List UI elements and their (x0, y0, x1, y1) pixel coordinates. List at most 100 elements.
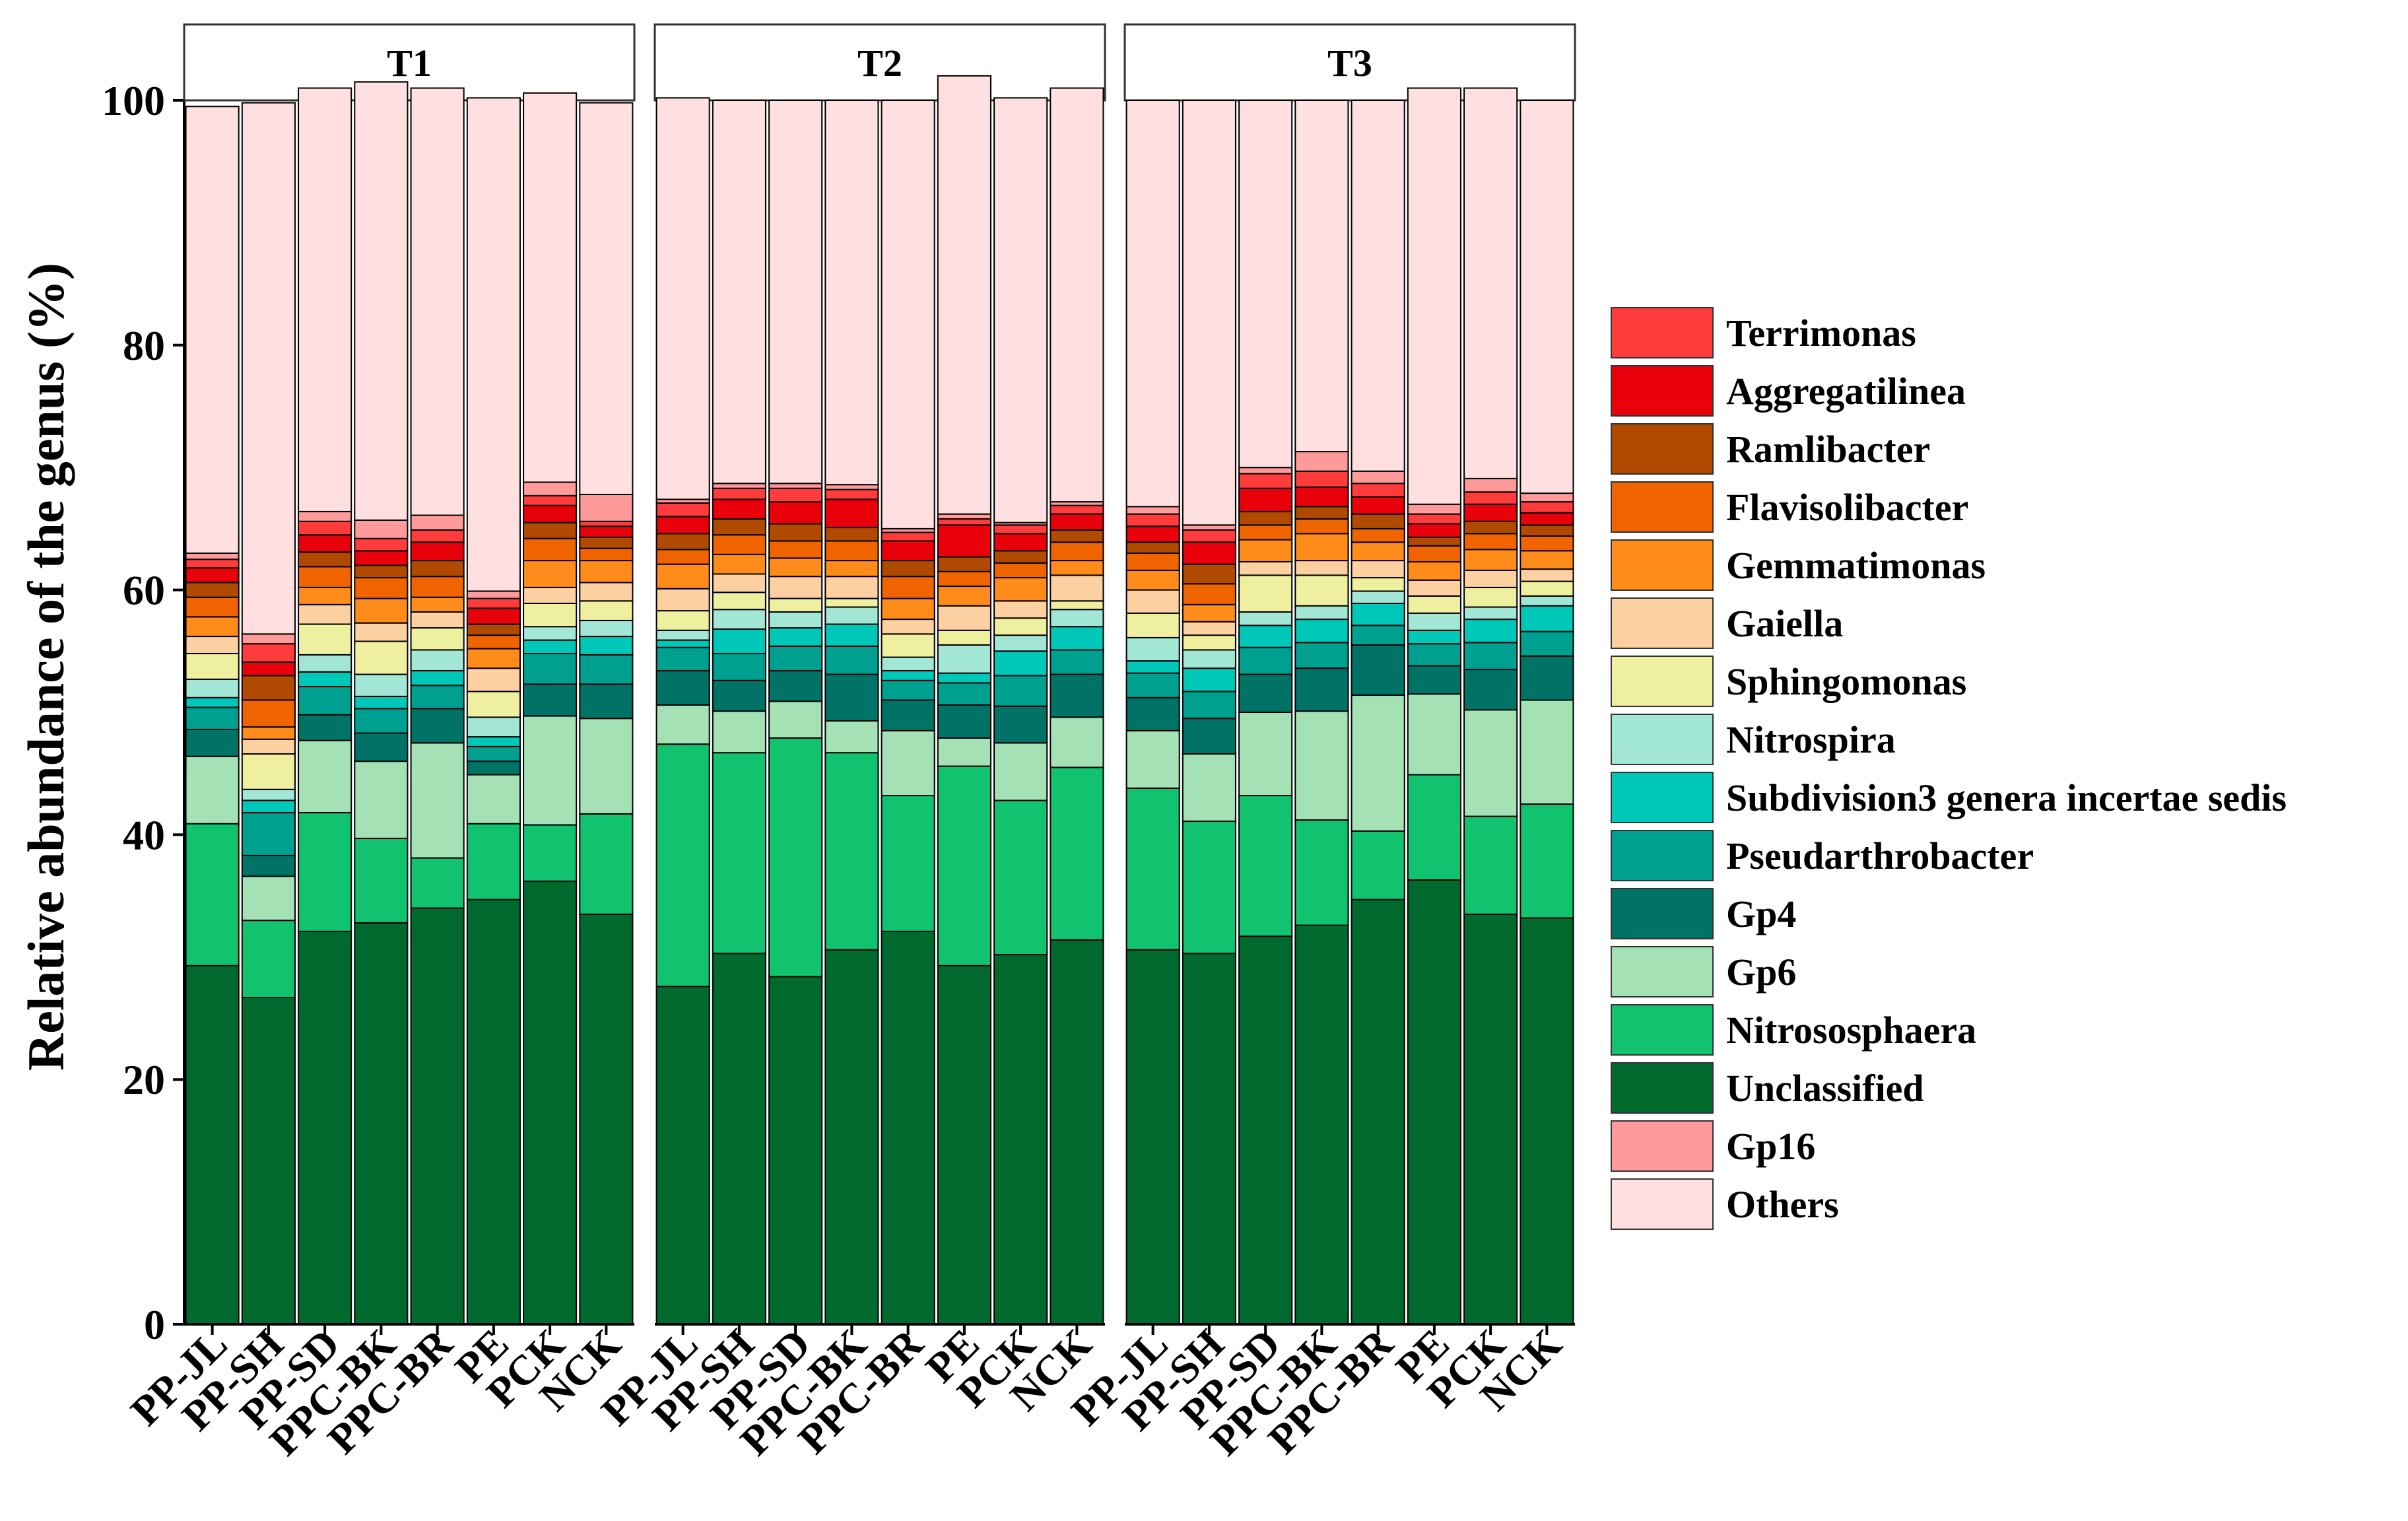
bar-segment-sphingomonas (1407, 595, 1461, 614)
bar-segment-unclassified (1407, 879, 1461, 1326)
bar-segment-nitrospira (1238, 611, 1293, 626)
bar-segment-others (881, 100, 935, 529)
bar-segment-terrimonas (993, 524, 1048, 535)
bar-segment-flavisolibacter (1125, 552, 1180, 571)
legend-item: Gp6 (1611, 946, 1796, 997)
bar-segment-subdivision3-genera-incertae-sedis (1294, 619, 1349, 644)
legend-label: Flavisolibacter (1726, 486, 1968, 529)
bar-segment-flavisolibacter (1407, 545, 1461, 562)
bar-segment-gp16 (1294, 451, 1349, 472)
bar-segment-sphingomonas (1238, 574, 1293, 613)
legend-item: Unclassified (1611, 1062, 1924, 1114)
bar-segment-nitrospira (712, 609, 766, 630)
legend-item: Pseudarthrobacter (1611, 830, 2034, 881)
bar-segment-pseudarthrobacter (712, 653, 766, 681)
bar-segment-nitrospira (466, 716, 521, 738)
bar-segment-others (1407, 87, 1461, 505)
bar-segment-pseudarthrobacter (1407, 643, 1461, 667)
bar-segment-aggregatilinea (466, 607, 521, 625)
bar-segment-nitrospira (523, 626, 578, 641)
bar-segment-nitrososphaera (410, 857, 465, 909)
bar-segment-others (768, 100, 823, 485)
bar-segment-nitrososphaera (1463, 815, 1518, 915)
bar-segment-terrimonas (410, 529, 465, 543)
bar-segment-gp16 (1238, 467, 1293, 475)
bar-segment-gp6 (579, 718, 634, 815)
bar-segment-unclassified (1520, 917, 1574, 1326)
bar-segment-gp4 (579, 683, 634, 720)
bar-segment-unclassified (1351, 898, 1405, 1325)
bar-segment-gaiella (1351, 560, 1405, 579)
bar-group (1351, 100, 1405, 1325)
bar-segment-others (655, 97, 710, 500)
bar-segment-gp16 (523, 481, 578, 496)
bar-segment-unclassified (241, 996, 296, 1326)
bar-segment-gaiella (655, 588, 710, 612)
bar-segment-gp4 (523, 683, 578, 717)
bar-segment-aggregatilinea (1050, 513, 1104, 531)
bar-segment-terrimonas (655, 502, 710, 518)
bar-segment-sphingomonas (1050, 600, 1104, 611)
bar-segment-subdivision3-genera-incertae-sedis (410, 669, 465, 687)
bar-segment-gp4 (410, 708, 465, 744)
bar-segment-others (523, 92, 578, 483)
bar-segment-terrimonas (1463, 491, 1518, 505)
bar-segment-others (1463, 87, 1518, 479)
bar-segment-others (1125, 100, 1180, 508)
legend-item: Others (1611, 1178, 1839, 1230)
bar-segment-flavisolibacter (579, 547, 634, 562)
bar-segment-nitrospira (410, 649, 465, 671)
bar-segment-terrimonas (579, 520, 634, 527)
bar-segment-gp4 (1520, 655, 1574, 701)
bar-segment-aggregatilinea (1520, 512, 1574, 526)
bar-segment-flavisolibacter (410, 576, 465, 598)
bar-segment-gp16 (937, 513, 991, 520)
bar-segment-nitrososphaera (466, 823, 521, 900)
bar-segment-nitrososphaera (768, 737, 823, 978)
bar-segment-unclassified (523, 880, 578, 1326)
bar-segment-gp4 (1351, 644, 1405, 696)
bar-segment-gemmatimonas (993, 577, 1048, 602)
bar-segment-gaiella (410, 611, 465, 629)
legend-label: Pseudarthrobacter (1726, 834, 2034, 877)
bar-segment-flavisolibacter (712, 534, 766, 555)
bar-segment-ramlibacter (1182, 563, 1236, 585)
y-tick-label: 60 (123, 567, 165, 614)
bar-segment-sphingomonas (1520, 580, 1574, 597)
bar-segment-subdivision3-genera-incertae-sedis (824, 623, 879, 647)
legend-key (1611, 1004, 1714, 1056)
bar-segment-subdivision3-genera-incertae-sedis (1463, 619, 1518, 644)
bar-segment-unclassified (185, 964, 240, 1325)
bar-segment-aggregatilinea (881, 540, 935, 562)
bar-segment-sphingomonas (466, 691, 521, 718)
bar-segment-gaiella (768, 576, 823, 599)
bar-segment-terrimonas (1050, 504, 1104, 515)
bar-segment-sphingomonas (579, 600, 634, 621)
bar-segment-gemmatimonas (241, 726, 296, 740)
bar-segment-gp16 (185, 552, 240, 560)
legend-key (1611, 1178, 1714, 1230)
bar-segment-gp4 (1125, 696, 1180, 731)
bar-segment-flavisolibacter (466, 634, 521, 650)
bar-segment-pseudarthrobacter (1351, 625, 1405, 646)
bar-segment-sphingomonas (1125, 612, 1180, 638)
bar-segment-gp6 (1294, 710, 1349, 821)
bar-segment-flavisolibacter (768, 540, 823, 559)
bar-segment-ramlibacter (824, 527, 879, 542)
bar-segment-ramlibacter (1407, 536, 1461, 547)
bar-segment-flavisolibacter (354, 577, 409, 599)
bar-segment-gemmatimonas (1463, 549, 1518, 571)
bar-segment-others (1238, 100, 1293, 469)
bar-segment-gp16 (241, 633, 296, 645)
bar-segment-ramlibacter (466, 623, 521, 636)
legend-key (1611, 1120, 1714, 1172)
bar-segment-gp4 (185, 728, 240, 757)
bar-segment-others (354, 81, 409, 521)
bar-segment-pseudarthrobacter (1463, 642, 1518, 671)
bar-segment-gp4 (298, 714, 352, 741)
bar-segment-gp16 (466, 590, 521, 599)
bar-segment-gaiella (1125, 589, 1180, 614)
bar-group (824, 100, 879, 1325)
bar-segment-ramlibacter (1463, 520, 1518, 535)
